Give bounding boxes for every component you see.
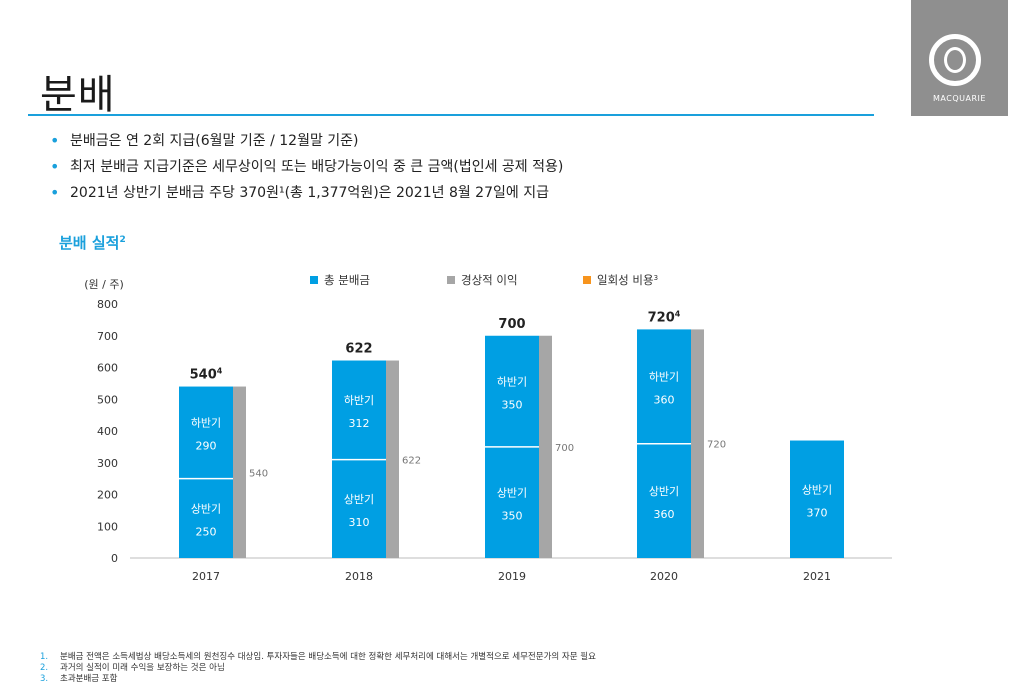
bar-recurring-profit	[539, 335, 552, 558]
total-sup: 4	[217, 367, 223, 376]
bar-segment-h1	[790, 440, 844, 558]
y-tick-label: 0	[111, 552, 118, 565]
data-label-recurring-profit: 720	[707, 440, 726, 451]
y-tick-label: 500	[97, 393, 118, 406]
data-label-recurring-profit: 540	[249, 468, 268, 479]
page-title: 분배	[40, 72, 116, 118]
data-label-h1: 350	[502, 509, 523, 522]
data-label-h2: 312	[349, 417, 370, 430]
legend-label: 경상적 이익	[461, 273, 518, 287]
data-label-h1: 370	[807, 506, 828, 519]
legend-sup: 3	[654, 274, 658, 282]
bar-recurring-profit	[691, 329, 704, 558]
footnotes: 1. 분배금 전액은 소득세법상 배당소득세의 원천징수 대상임. 투자자들은 배…	[40, 652, 596, 685]
section-title: 분배 실적2	[59, 232, 126, 253]
data-label-recurring-profit: 622	[402, 455, 421, 466]
footnote-number: 1.	[40, 652, 49, 662]
total-sup: 4	[675, 309, 681, 318]
segment-label-h1: 상반기	[802, 483, 832, 496]
footnote-number: 2.	[40, 663, 49, 673]
x-tick-label: 2017	[192, 570, 220, 583]
y-tick-label: 100	[97, 520, 118, 533]
segment-label-h1: 상반기	[649, 485, 679, 498]
y-tick-label: 800	[97, 298, 118, 311]
legend-label: 총 분배금	[324, 273, 370, 287]
data-label-h1: 310	[349, 516, 370, 529]
y-tick-label: 700	[97, 330, 118, 343]
y-tick-label: 200	[97, 489, 118, 502]
x-tick-label: 2018	[345, 570, 373, 583]
legend-swatch	[310, 276, 318, 284]
bar-segment-h2	[332, 360, 386, 460]
footnote-text: 분배금 전액은 소득세법상 배당소득세의 원천징수 대상임. 투자자들은 배당소…	[60, 652, 596, 662]
footnote-text: 과거의 실적이 미래 수익을 보장하는 것은 아님	[60, 663, 225, 673]
data-label-total: 622	[345, 342, 372, 357]
title-rule	[28, 114, 874, 116]
bar-segment-h1	[637, 443, 691, 558]
bar-segment-h1	[179, 478, 233, 558]
bar-segment-h1	[332, 459, 386, 558]
bar-segment-h2	[179, 386, 233, 479]
footnote-item: 1. 분배금 전액은 소득세법상 배당소득세의 원천징수 대상임. 투자자들은 배…	[40, 652, 596, 663]
data-label-h1: 250	[196, 525, 217, 538]
y-tick-label: 600	[97, 362, 118, 375]
segment-label-h1: 상반기	[191, 502, 221, 515]
macquarie-ring-icon	[929, 34, 981, 86]
data-label-h1: 360	[654, 508, 675, 521]
x-tick-label: 2019	[498, 570, 526, 583]
footnote-item: 2. 과거의 실적이 미래 수익을 보장하는 것은 아님	[40, 663, 596, 674]
bar-recurring-profit	[386, 360, 399, 558]
bullet-item: 최저 분배금 지급기준은 세무상이익 또는 배당가능이익 중 큰 금액(법인세 …	[50, 154, 563, 180]
bullet-list: 분배금은 연 2회 지급(6월말 기준 / 12월말 기준) 최저 분배금 지급…	[50, 128, 563, 206]
y-tick-label: 400	[97, 425, 118, 438]
footnote-text: 초과분배금 포함	[60, 674, 118, 684]
data-label-total: 7204	[648, 309, 681, 325]
segment-label-h2: 하반기	[497, 374, 527, 388]
macquarie-logo: MACQUARIE	[911, 0, 1008, 116]
bullet-item: 분배금은 연 2회 지급(6월말 기준 / 12월말 기준)	[50, 128, 563, 154]
x-tick-label: 2020	[650, 570, 678, 583]
footnote-item: 3. 초과분배금 포함	[40, 674, 596, 685]
segment-label-h1: 상반기	[497, 486, 527, 499]
bar-segment-h1	[485, 446, 539, 558]
data-label-total: 700	[498, 317, 525, 332]
y-axis-label: (원 / 주)	[84, 278, 124, 291]
segment-label-h1: 상반기	[344, 493, 374, 506]
logo-text: MACQUARIE	[933, 94, 986, 103]
bullet-item: 2021년 상반기 분배금 주당 370원¹(총 1,377억원)은 2021년…	[50, 180, 563, 206]
legend-swatch	[447, 276, 455, 284]
segment-label-h2: 하반기	[191, 416, 221, 430]
legend-label: 일회성 비용3	[597, 273, 658, 287]
legend-swatch	[583, 276, 591, 284]
distribution-chart: (원 / 주) 0 100 200 300 400 500 600 700 800 총 분배금 경상적…	[84, 273, 892, 583]
x-tick-label: 2021	[803, 570, 831, 583]
section-title-text: 분배 실적	[59, 234, 120, 252]
footnote-number: 3.	[40, 674, 49, 684]
segment-label-h2: 하반기	[344, 393, 374, 407]
segment-label-h2: 하반기	[649, 370, 679, 384]
bar-segment-h2	[637, 329, 691, 444]
data-label-total: 5404	[190, 367, 223, 383]
bar-segment-h2	[485, 335, 539, 447]
y-tick-label: 300	[97, 457, 118, 470]
section-title-sup: 2	[119, 235, 126, 245]
data-label-recurring-profit: 700	[555, 443, 574, 454]
data-label-h2: 350	[502, 398, 523, 411]
data-label-h2: 290	[196, 440, 217, 453]
bar-recurring-profit	[233, 386, 246, 558]
data-label-h2: 360	[654, 394, 675, 407]
